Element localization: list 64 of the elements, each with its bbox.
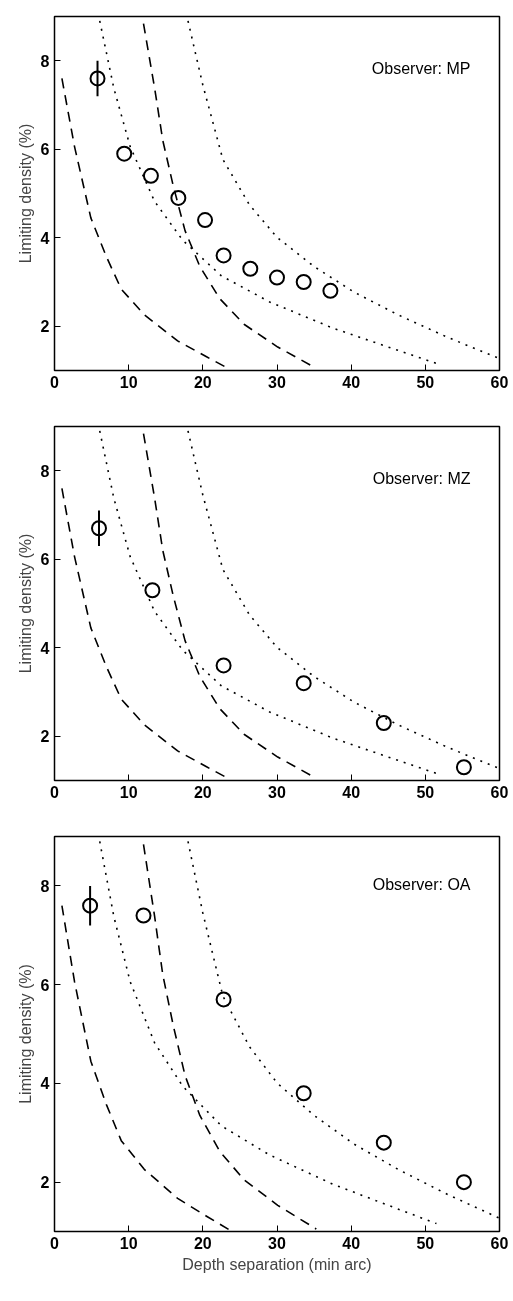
point bbox=[197, 212, 214, 229]
annotation: Observer: MZ bbox=[372, 469, 471, 487]
x-tick-label: 10 bbox=[119, 783, 138, 801]
x-tick-label: 50 bbox=[416, 783, 435, 801]
y-tick-label: 6 bbox=[40, 976, 50, 994]
y-tick-label: 6 bbox=[40, 141, 50, 159]
point bbox=[215, 247, 232, 264]
y-axis-title: Limiting density (%) bbox=[16, 123, 34, 264]
y-tick-label: 8 bbox=[40, 877, 50, 895]
x-tick-label: 0 bbox=[50, 1234, 60, 1252]
point bbox=[242, 260, 259, 277]
x-tick-label: 20 bbox=[193, 1234, 212, 1252]
point bbox=[215, 657, 232, 674]
x-tick-label: 50 bbox=[416, 1234, 435, 1252]
y-tick-label: 4 bbox=[40, 1075, 50, 1093]
point bbox=[116, 145, 133, 162]
point bbox=[170, 189, 187, 206]
x-tick-label: 60 bbox=[490, 783, 509, 801]
y-axis-title: Limiting density (%) bbox=[16, 964, 34, 1104]
x-tick-label: 20 bbox=[193, 373, 212, 391]
x-tick-label: 30 bbox=[268, 783, 286, 801]
x-tick-label: 40 bbox=[342, 783, 361, 801]
x-tick-label: 40 bbox=[342, 1234, 361, 1252]
x-tick-label: 20 bbox=[193, 783, 212, 801]
x-tick-label: 0 bbox=[50, 783, 60, 801]
y-axis-title: Limiting density (%) bbox=[16, 533, 34, 674]
point bbox=[375, 1134, 392, 1151]
line-series bbox=[187, 20, 500, 360]
y-tick-label: 8 bbox=[40, 52, 50, 70]
x-tick-label: 10 bbox=[119, 373, 138, 391]
y-tick-label: 2 bbox=[40, 1174, 50, 1192]
annotation: Observer: OA bbox=[372, 875, 471, 893]
y-tick-label: 6 bbox=[40, 551, 50, 569]
y-tick-label: 8 bbox=[40, 462, 50, 480]
y-tick-label: 4 bbox=[40, 229, 50, 247]
x-tick-label: 0 bbox=[50, 373, 60, 391]
point bbox=[215, 991, 232, 1008]
point bbox=[455, 1174, 472, 1191]
y-tick-label: 2 bbox=[40, 318, 50, 336]
point bbox=[144, 582, 161, 599]
point bbox=[142, 167, 159, 184]
point bbox=[295, 274, 312, 290]
point bbox=[322, 282, 339, 299]
point bbox=[295, 675, 312, 692]
x-tick-label: 50 bbox=[416, 373, 435, 391]
y-tick-label: 2 bbox=[40, 728, 50, 746]
point bbox=[269, 269, 285, 286]
point bbox=[455, 759, 472, 776]
x-tick-label: 60 bbox=[490, 1234, 509, 1252]
x-axis-title: Depth separation (min arc) bbox=[182, 1255, 372, 1273]
point bbox=[295, 1085, 312, 1102]
point bbox=[91, 520, 107, 537]
x-tick-label: 30 bbox=[268, 1234, 286, 1252]
x-tick-label: 10 bbox=[119, 1234, 138, 1252]
x-tick-label: 40 bbox=[342, 373, 361, 391]
point bbox=[82, 897, 99, 914]
annotation: Observer: MP bbox=[371, 59, 471, 77]
y-tick-label: 4 bbox=[40, 639, 50, 657]
x-tick-label: 60 bbox=[490, 373, 509, 391]
line-series bbox=[187, 430, 500, 770]
point bbox=[89, 70, 106, 87]
point bbox=[135, 907, 152, 924]
x-tick-label: 30 bbox=[268, 373, 286, 391]
point bbox=[375, 714, 392, 731]
